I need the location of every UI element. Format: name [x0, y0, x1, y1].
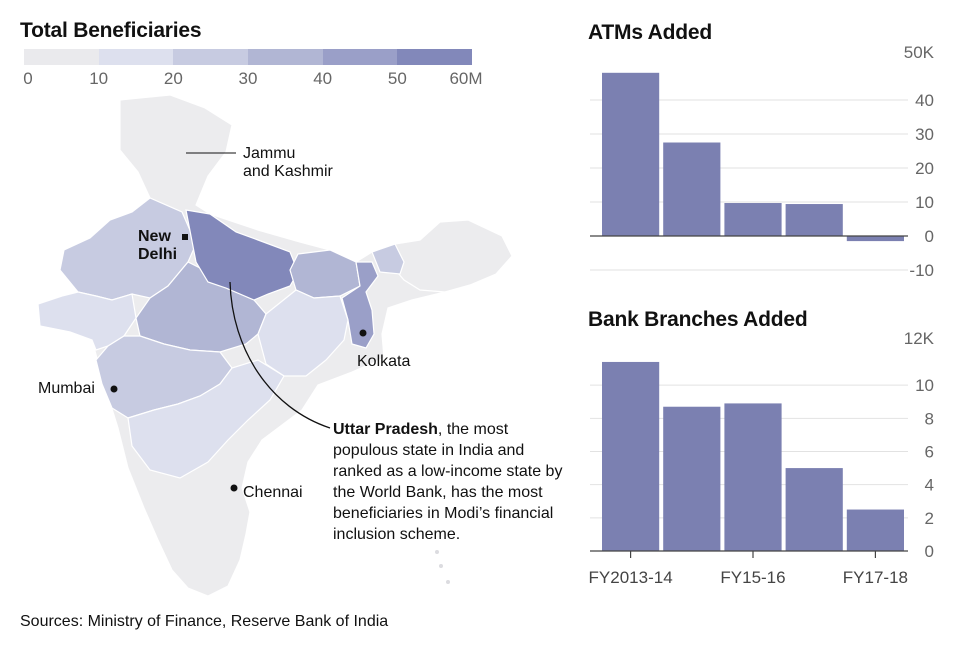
label-jammu-kashmir: Jammu and Kashmir	[243, 145, 333, 180]
kolkata-marker	[359, 329, 367, 337]
branch-chart-title: Bank Branches Added	[588, 308, 808, 331]
bar-FY16-17	[785, 204, 843, 236]
map-island-2	[439, 564, 443, 568]
legend-tick-label: 30	[238, 69, 258, 88]
legend-tick-label: 60M	[449, 69, 483, 88]
delhi-marker	[182, 234, 188, 240]
map-title: Total Beneficiaries	[20, 19, 202, 42]
color-legend	[24, 49, 473, 65]
legend-tick-label: 50	[387, 69, 407, 88]
legend-tick-label: 40	[313, 69, 333, 88]
label-new-delhi: New Delhi	[138, 228, 178, 263]
bar-FY2013-14	[602, 361, 660, 551]
legend-tick-label: 0	[23, 69, 33, 88]
y-tick-label: 20	[915, 159, 934, 178]
bar-FY14-15	[663, 142, 721, 236]
y-tick-label: 10	[915, 376, 934, 395]
legend-swatch-2	[173, 49, 249, 65]
bar-FY15-16	[724, 403, 782, 551]
annotation-text: , the most populous state in India and r…	[333, 421, 563, 543]
y-tick-label: 0	[925, 542, 934, 561]
bar-FY17-18	[846, 509, 904, 551]
map-island-3	[446, 580, 450, 584]
bar-FY16-17	[785, 468, 843, 551]
up-annotation-leader	[229, 281, 331, 429]
y-tick-label: 50K	[904, 43, 935, 62]
legend-swatch-0	[24, 49, 99, 65]
atm-chart-title: ATMs Added	[588, 21, 712, 44]
y-tick-label: 4	[925, 476, 934, 495]
annotation-bold: Uttar Pradesh	[333, 421, 438, 438]
up-annotation: Uttar Pradesh, the most populous state i…	[333, 419, 573, 545]
source-note: Sources: Ministry of Finance, Reserve Ba…	[20, 613, 389, 630]
india-map	[37, 94, 513, 597]
y-tick-label: 12K	[904, 329, 935, 348]
map-state-uttar-pradesh	[185, 209, 299, 301]
map-island-1	[435, 550, 439, 554]
map-state-south	[127, 359, 285, 479]
y-tick-label: -10	[909, 261, 934, 280]
legend-swatch-4	[322, 49, 398, 65]
legend-swatch-5	[397, 49, 473, 65]
label-mumbai: Mumbai	[38, 380, 95, 397]
label-chennai: Chennai	[243, 484, 303, 501]
x-tick-label: FY2013-14	[589, 568, 673, 587]
y-tick-label: 40	[915, 91, 934, 110]
bar-FY15-16	[724, 203, 782, 236]
y-tick-label: 2	[925, 509, 934, 528]
map-state-west-bengal	[341, 261, 379, 349]
legend-swatch-3	[248, 49, 323, 65]
bar-FY2013-14	[602, 72, 660, 236]
bar-FY14-15	[663, 406, 721, 551]
y-tick-label: 10	[915, 193, 934, 212]
chennai-marker	[230, 484, 238, 492]
y-tick-label: 30	[915, 125, 934, 144]
map-state-gujarat	[37, 291, 137, 351]
label-kolkata: Kolkata	[357, 353, 411, 370]
legend-swatch-1	[98, 49, 174, 65]
legend-tick-label: 20	[163, 69, 183, 88]
bar-FY17-18	[846, 236, 904, 242]
y-tick-label: 8	[925, 409, 934, 428]
map-state-northeast	[391, 219, 513, 293]
x-tick-label: FY17-18	[843, 568, 908, 587]
map-state-east-central	[257, 289, 349, 377]
y-tick-label: 0	[925, 227, 934, 246]
map-state-assam	[371, 243, 405, 275]
mumbai-marker	[110, 385, 118, 393]
y-tick-label: 6	[925, 443, 934, 462]
x-tick-label: FY15-16	[720, 568, 785, 587]
legend-tick-label: 10	[89, 69, 109, 88]
